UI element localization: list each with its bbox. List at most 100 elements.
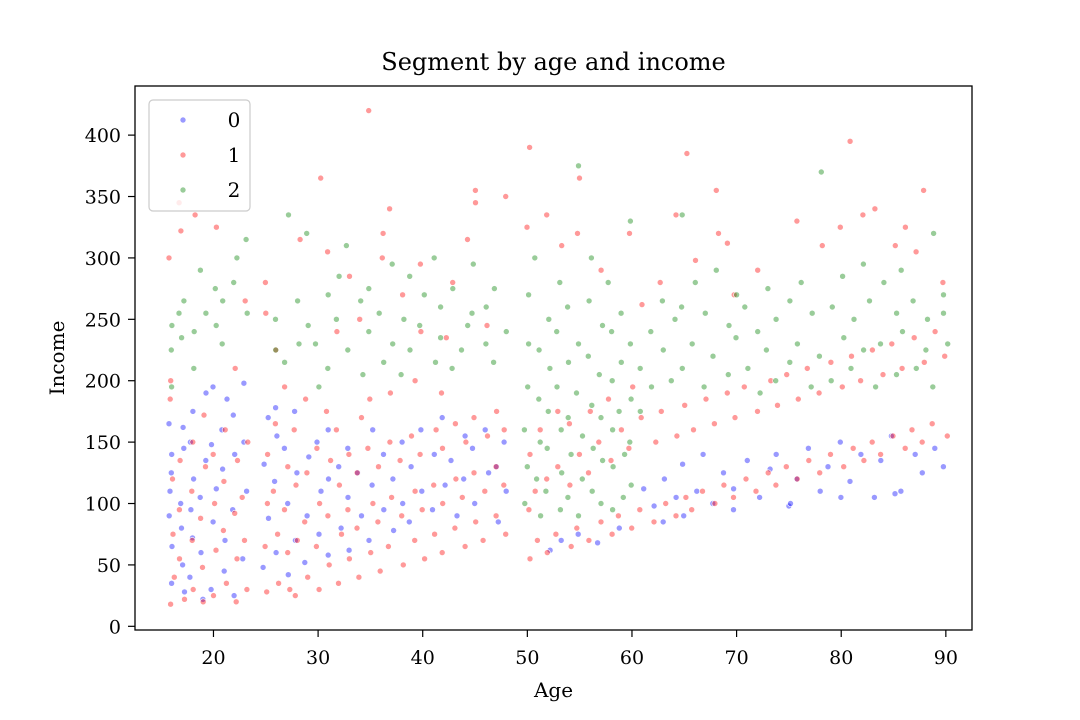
scatter-point-series-1: [296, 236, 304, 243]
scatter-point-series-1: [827, 451, 834, 458]
scatter-point-series-0: [453, 512, 461, 520]
scatter-point-series-1: [315, 586, 323, 593]
scatter-point-series-2: [764, 285, 772, 292]
scatter-point-series-1: [304, 573, 312, 581]
scatter-point-series-1: [597, 518, 605, 526]
y-tick-label: 250: [85, 309, 121, 331]
scatter-point-series-1: [492, 463, 500, 471]
scatter-point-series-2: [709, 352, 717, 360]
scatter-point-series-1: [292, 481, 300, 489]
scatter-point-series-2: [636, 408, 644, 415]
scatter-point-series-0: [325, 475, 332, 483]
scatter-point-series-0: [168, 451, 175, 458]
scatter-point-series-2: [218, 340, 226, 348]
scatter-point-series-2: [564, 414, 572, 421]
scatter-point-series-0: [264, 414, 272, 421]
scatter-point-series-2: [609, 506, 616, 514]
scatter-point-series-2: [219, 297, 226, 305]
scatter-point-series-1: [313, 444, 321, 452]
scatter-point-series-2: [333, 315, 340, 323]
legend-label-2: 2: [228, 178, 241, 202]
scatter-point-series-1: [941, 352, 949, 360]
scatter-point-series-1: [910, 334, 918, 342]
scatter-point-series-2: [388, 260, 396, 268]
scatter-point-series-2: [627, 395, 635, 403]
scatter-point-series-1: [767, 377, 775, 385]
scatter-point-series-1: [740, 383, 748, 391]
scatter-point-series-1: [626, 230, 633, 237]
scatter-point-series-0: [471, 500, 479, 507]
scatter-point-series-1: [411, 377, 419, 385]
scatter-point-series-2: [619, 494, 627, 501]
scatter-point-series-1: [233, 555, 241, 563]
scatter-point-series-1: [385, 543, 392, 550]
scatter-point-series-2: [589, 444, 597, 452]
scatter-point-series-0: [335, 463, 343, 471]
scatter-point-series-2: [565, 358, 572, 366]
scatter-point-series-1: [731, 414, 739, 421]
scatter-point-series-1: [325, 561, 333, 569]
scatter-point-series-2: [420, 291, 428, 299]
scatter-point-series-2: [599, 457, 606, 464]
scatter-point-series-1: [452, 475, 460, 483]
scatter-point-series-2: [190, 328, 198, 335]
scatter-point-series-2: [344, 346, 352, 354]
scatter-point-series-2: [335, 272, 343, 280]
scatter-point-series-1: [554, 463, 562, 471]
scatter-point-series-0: [292, 537, 299, 544]
scatter-point-series-1: [552, 530, 560, 538]
scatter-point-series-2: [744, 365, 752, 372]
scatter-point-series-1: [234, 457, 241, 464]
scatter-point-series-1: [656, 279, 664, 286]
scatter-point-series-1: [171, 573, 178, 581]
scatter-point-series-1: [526, 555, 534, 563]
scatter-point-series-0: [187, 506, 195, 514]
scatter-point-series-2: [295, 340, 303, 348]
scatter-point-series-1: [200, 411, 208, 419]
scatter-point-series-1: [417, 260, 424, 268]
scatter-point-series-2: [866, 297, 873, 305]
scatter-point-series-0: [640, 485, 648, 493]
scatter-point-series-1: [711, 420, 718, 428]
scatter-point-series-2: [609, 463, 617, 471]
scatter-point-series-2: [724, 371, 732, 378]
scatter-point-series-2: [797, 279, 805, 286]
scatter-point-series-2: [242, 236, 250, 243]
scatter-point-series-1: [618, 426, 625, 434]
scatter-point-series-1: [608, 530, 616, 538]
scatter-point-series-2: [464, 322, 472, 329]
scatter-point-series-0: [407, 463, 415, 471]
scatter-point-series-1: [366, 395, 374, 403]
scatter-point-series-0: [931, 444, 939, 452]
scatter-point-series-2: [626, 438, 634, 446]
scatter-point-series-1: [566, 420, 573, 428]
scatter-point-series-1: [220, 478, 228, 485]
scatter-point-series-1: [523, 223, 531, 231]
scatter-point-series-1: [920, 187, 927, 194]
scatter-point-series-0: [229, 506, 236, 514]
scatter-point-series-1: [652, 438, 660, 446]
scatter-point-series-2: [294, 297, 301, 305]
scatter-point-series-1: [629, 383, 637, 391]
scatter-point-series-1: [232, 598, 240, 606]
scatter-point-series-2: [588, 487, 596, 495]
scatter-point-series-1: [209, 451, 217, 458]
scatter-point-series-2: [523, 463, 531, 471]
scatter-point-series-0: [284, 500, 292, 507]
scatter-point-series-1: [889, 432, 897, 440]
scatter-point-series-0: [221, 537, 229, 544]
scatter-point-series-1: [764, 469, 772, 477]
scatter-point-series-1: [742, 475, 750, 483]
scatter-point-series-1: [324, 248, 331, 256]
scatter-point-series-2: [786, 297, 794, 305]
scatter-point-series-1: [177, 227, 185, 235]
scatter-point-series-2: [533, 475, 540, 483]
scatter-point-series-1: [857, 377, 864, 385]
scatter-point-series-1: [264, 451, 271, 458]
scatter-point-series-0: [358, 512, 365, 520]
scatter-point-series-1: [688, 506, 696, 514]
scatter-point-series-1: [199, 564, 206, 571]
scatter-point-series-0: [390, 527, 397, 534]
scatter-point-series-1: [261, 543, 269, 550]
scatter-point-series-0: [273, 432, 281, 440]
